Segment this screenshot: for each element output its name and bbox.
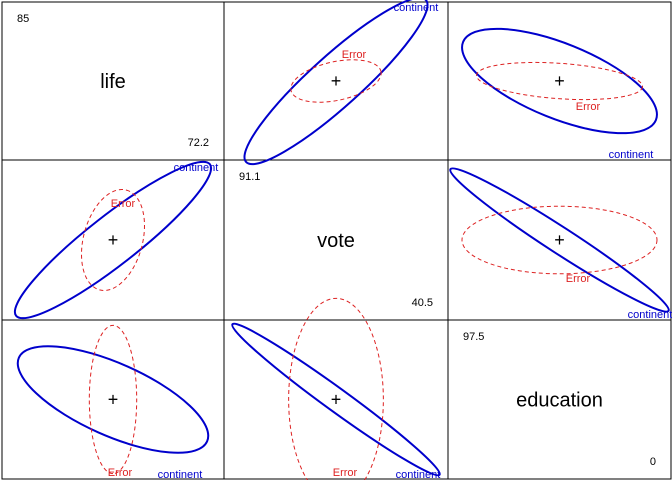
center-marker-r0-c1: + (331, 71, 342, 91)
hypothesis-label-r2-c0: continent (158, 469, 203, 480)
range-max-vote: 91.1 (239, 171, 260, 183)
center-marker-r0-c2: + (554, 71, 565, 91)
error-label-r0-c1: Error (342, 49, 367, 61)
error-ellipse-r2-c0 (88, 324, 138, 475)
error-ellipse-r1-c2 (461, 205, 658, 275)
error-ellipse-r0-c2 (475, 61, 644, 101)
center-marker-r2-c1: + (331, 390, 342, 410)
variable-label-education: education (516, 390, 603, 412)
center-marker-r1-c2: + (554, 230, 565, 250)
range-max-education: 97.5 (463, 331, 484, 343)
variable-label-life: life (100, 71, 126, 93)
error-label-r1-c0: Error (111, 198, 136, 210)
variable-label-vote: vote (317, 230, 355, 252)
hypothesis-ellipse-r0-c1 (243, 0, 429, 166)
hypothesis-label-r2-c1: continent (396, 469, 441, 480)
panel-frame-r2-c2 (447, 319, 672, 480)
hypothesis-ellipse-r0-c2 (461, 27, 658, 135)
center-marker-r1-c0: + (108, 230, 119, 250)
hypothesis-ellipse-r1-c0 (13, 160, 213, 320)
hypothesis-label-r0-c1: continent (394, 2, 439, 14)
error-label-r1-c2: Error (566, 273, 591, 285)
error-label-r0-c2: Error (576, 101, 601, 113)
hypothesis-label-r0-c2: continent (609, 149, 654, 161)
hypothesis-label-r1-c0: continent (174, 162, 219, 174)
range-max-life: 85 (17, 13, 29, 25)
hypothesis-label-r1-c2: continent (628, 309, 672, 321)
hypothesis-ellipse-r2-c1 (231, 322, 441, 477)
error-label-r2-c0: Error (108, 467, 133, 479)
range-min-vote: 40.5 (412, 297, 433, 309)
hypothesis-ellipse-r2-c0 (16, 345, 210, 454)
error-label-r2-c1: Error (333, 467, 358, 479)
range-min-life: 72.2 (188, 137, 209, 149)
hypothesis-ellipse-r1-c2 (449, 167, 670, 313)
center-marker-r2-c0: + (108, 390, 119, 410)
range-min-education: 0 (650, 456, 656, 468)
error-ellipse-r1-c0 (81, 189, 145, 291)
error-ellipse-r0-c1 (290, 59, 382, 103)
error-ellipse-r2-c1 (288, 297, 384, 480)
